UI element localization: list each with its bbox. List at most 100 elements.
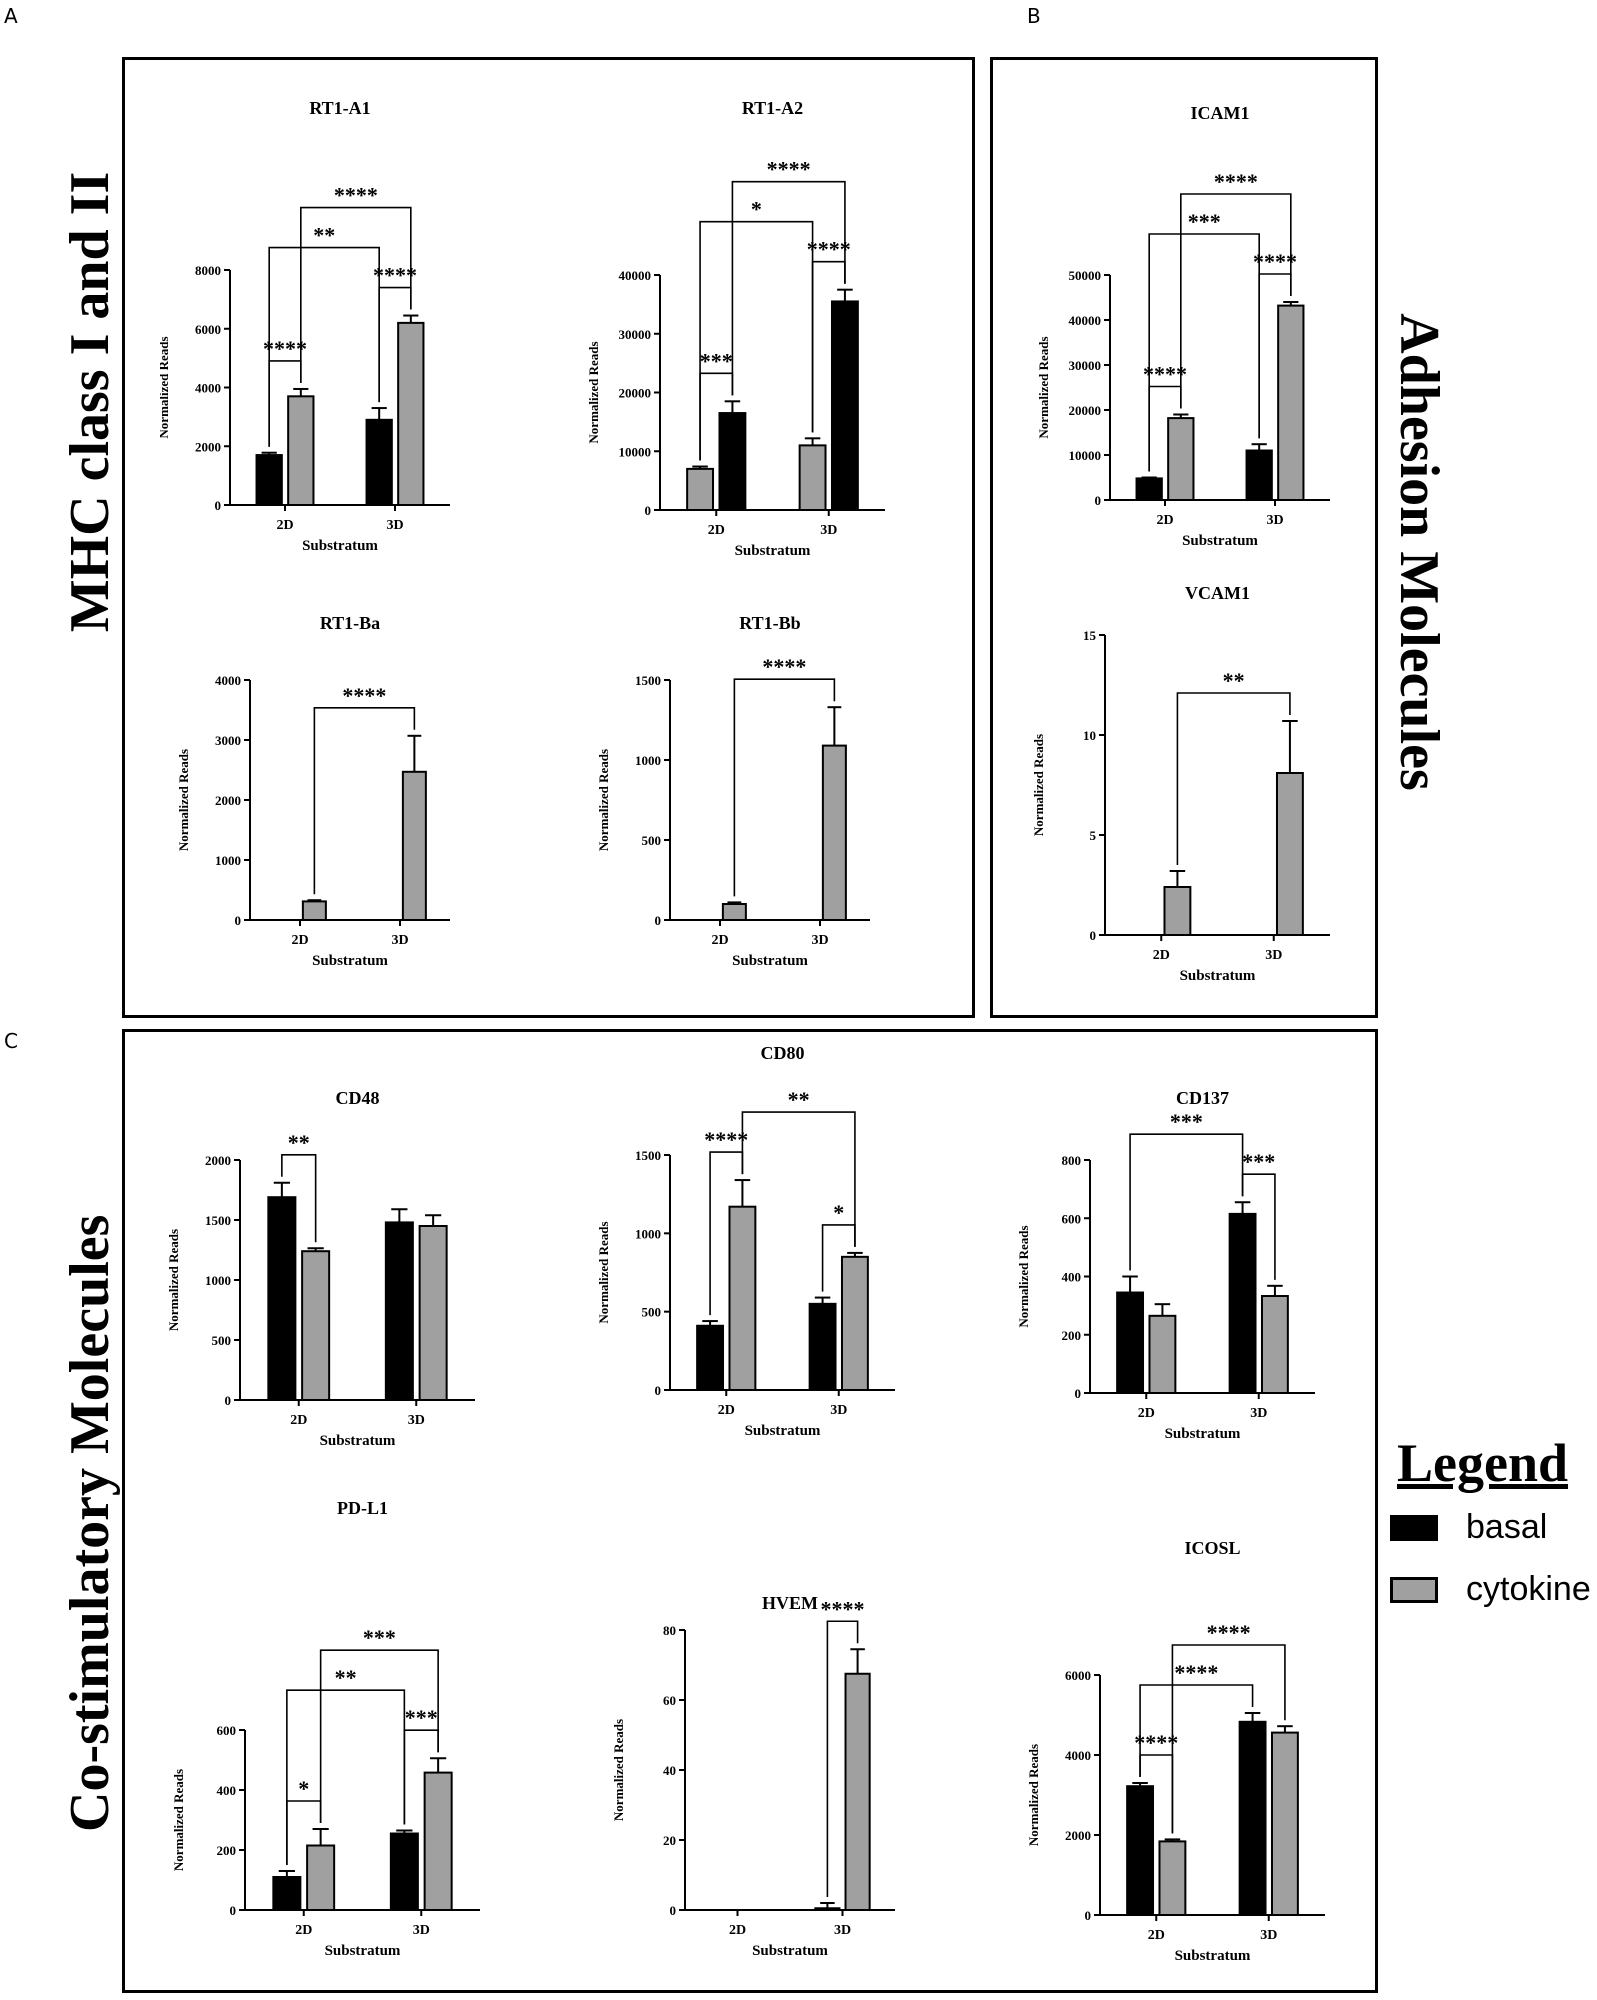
vcam1-sig-label: ** <box>1223 668 1245 693</box>
rt1a1-bar-2D-basal <box>255 454 283 506</box>
rt1bb-y-tick-label: 1500 <box>635 673 661 688</box>
rt1bb-title: RT1-Bb <box>739 613 800 633</box>
rt1a1-x-tick-label: 3D <box>386 518 403 533</box>
pdl1-y-tick-label: 0 <box>230 1903 237 1918</box>
rt1a1-y-tick-label: 8000 <box>195 263 221 278</box>
cd48-x-tick-label: 2D <box>290 1413 307 1428</box>
rt1a2-bar-3D-cytokine <box>798 444 827 511</box>
icam1-y-tick-label: 30000 <box>1069 358 1102 373</box>
rt1a1-sig-label: **** <box>334 183 378 208</box>
vcam1-bar-2D-cytokine <box>1163 886 1192 936</box>
panel-label-c: C <box>4 1029 18 1053</box>
icam1-x-label: Substratum <box>1182 533 1258 549</box>
icosl-y-tick-label: 6000 <box>1065 1668 1091 1683</box>
rt1ba-bar-2D-cytokine <box>301 900 327 921</box>
pdl1-y-tick-label: 600 <box>217 1723 237 1738</box>
rt1a2-sig-bracket <box>699 220 814 461</box>
hvem-y-tick-label: 0 <box>670 1903 677 1918</box>
icosl-bar-3D-cytokine <box>1270 1731 1299 1916</box>
rt1a1-sig-bracket <box>300 206 412 383</box>
cd137-y-tick-label: 0 <box>1075 1386 1082 1401</box>
rt1bb-x-tick-label: 2D <box>711 933 728 948</box>
cd80-y-tick-label: 0 <box>655 1383 662 1398</box>
pdl1-sig-bracket <box>319 1649 439 1823</box>
legend-item-basal: basal <box>1390 1508 1547 1547</box>
icosl-sig-label: **** <box>1174 1660 1218 1685</box>
vcam1-y-tick-label: 15 <box>1083 628 1097 643</box>
icam1-sig-label: **** <box>1214 169 1258 194</box>
cd48-x-tick-label: 3D <box>408 1413 425 1428</box>
cd48-bar-2D-basal <box>267 1196 297 1401</box>
cd48-title: CD48 <box>336 1088 380 1108</box>
cd80-sig-label: ** <box>788 1087 810 1112</box>
rt1a1-y-tick-label: 2000 <box>195 439 221 454</box>
cd137-y-tick-label: 800 <box>1062 1153 1082 1168</box>
hvem-x-label: Substratum <box>752 1943 828 1959</box>
hvem-sig-bracket <box>826 1620 859 1897</box>
vcam1-bar-3D-cytokine <box>1275 772 1304 936</box>
icosl-y-tick-label: 2000 <box>1065 1828 1091 1843</box>
icam1-x-tick-label: 3D <box>1266 513 1283 528</box>
hvem-y-tick-label: 20 <box>663 1833 676 1848</box>
cd137-sig-label: *** <box>1170 1109 1203 1134</box>
cd48-y-tick-label: 1000 <box>205 1273 231 1288</box>
hvem-y-tick-label: 60 <box>663 1693 676 1708</box>
rt1a1-bar-3D-cytokine <box>397 321 425 506</box>
vcam1-sig-bracket <box>1176 692 1291 865</box>
cd48-bar-3D-basal <box>384 1221 414 1401</box>
cd137-y-tick-label: 600 <box>1062 1211 1082 1226</box>
icam1-sig-label: **** <box>1253 249 1297 274</box>
icosl-sig-bracket <box>1139 1684 1254 1777</box>
cd48-x-label: Substratum <box>320 1433 396 1449</box>
rt1a2-sig-label: **** <box>767 157 811 182</box>
pdl1-y-label: Normalized Reads <box>171 1769 186 1871</box>
rt1bb-y-tick-label: 0 <box>655 913 662 928</box>
cd48-bar-3D-cytokine <box>418 1225 448 1401</box>
pdl1-sig-bracket <box>286 1689 406 1865</box>
icosl-y-label: Normalized Reads <box>1026 1744 1041 1846</box>
cd137-x-tick-label: 3D <box>1250 1406 1267 1421</box>
cd137-x-label: Substratum <box>1165 1426 1241 1442</box>
legend-swatch-basal <box>1390 1514 1438 1541</box>
hvem-y-tick-label: 40 <box>663 1763 676 1778</box>
chart-rt1a1: RT1-A1 0 2000 4000 6000 8000 Normalized Reads 2… <box>160 98 450 554</box>
cd80-y-tick-label: 1000 <box>635 1226 661 1241</box>
icam1-y-label: Normalized Reads <box>1036 336 1051 438</box>
rt1ba-sig-label: **** <box>342 683 386 708</box>
rt1bb-bar-3D-cytokine <box>821 744 847 921</box>
icam1-y-tick-label: 10000 <box>1069 448 1102 463</box>
pdl1-sig-label: *** <box>405 1705 438 1730</box>
icam1-bar-2D-cytokine <box>1167 417 1195 502</box>
vcam1-y-label: Normalized Reads <box>1031 734 1046 836</box>
cd137-bar-3D-basal <box>1228 1212 1257 1394</box>
pdl1-bar-2D-cytokine <box>306 1844 336 1911</box>
panel-label-a: A <box>4 4 18 28</box>
cd48-y-tick-label: 1500 <box>205 1213 231 1228</box>
rt1bb-sig-label: **** <box>762 654 806 679</box>
cd80-bar-2D-basal <box>696 1324 725 1391</box>
cd137-y-tick-label: 200 <box>1062 1328 1082 1343</box>
panel-label-b: B <box>1027 4 1041 28</box>
chart-pdl1: PD-L1 0 200 400 600 Normalized Reads 2D 3D Subst… <box>171 1498 480 1959</box>
rt1a2-x-tick-label: 2D <box>708 523 725 538</box>
rt1a1-x-label: Substratum <box>302 538 378 554</box>
pdl1-x-label: Substratum <box>325 1943 401 1959</box>
chart-rt1a2: RT1-A2 0 10000 20000 30000 40000 Normalized Re… <box>586 98 885 559</box>
chart-icosl: ICOSL 0 2000 4000 6000 Normalized Reads 2D 3D Su… <box>1026 1538 1325 1964</box>
cd48-y-tick-label: 0 <box>225 1393 232 1408</box>
vcam1-x-tick-label: 2D <box>1153 948 1170 963</box>
cd80-x-tick-label: 2D <box>718 1403 735 1418</box>
hvem-bar-3D-cytokine <box>844 1672 871 1911</box>
chart-cd80: CD80 0 500 1000 1500 Normalized Reads 2D 3D Subs… <box>596 1043 895 1439</box>
chart-vcam1: VCAM1 0 5 10 15 Normalized Reads 2D 3D Substratu… <box>1031 583 1330 984</box>
rt1bb-bar-2D-cytokine <box>721 903 747 921</box>
chart-rt1bb: RT1-Bb 0 500 1000 1500 Normalized Reads 2D 3DSu… <box>596 613 870 969</box>
hvem-x-tick-label: 2D <box>729 1923 746 1938</box>
rt1ba-y-tick-label: 4000 <box>215 673 241 688</box>
icam1-sig-label: **** <box>1143 362 1187 387</box>
icam1-y-tick-label: 0 <box>1095 493 1102 508</box>
cd137-sig-label: *** <box>1242 1149 1275 1174</box>
rt1a1-bar-3D-basal <box>365 418 393 506</box>
rt1bb-y-tick-label: 1000 <box>635 753 661 768</box>
icam1-y-tick-label: 20000 <box>1069 403 1102 418</box>
